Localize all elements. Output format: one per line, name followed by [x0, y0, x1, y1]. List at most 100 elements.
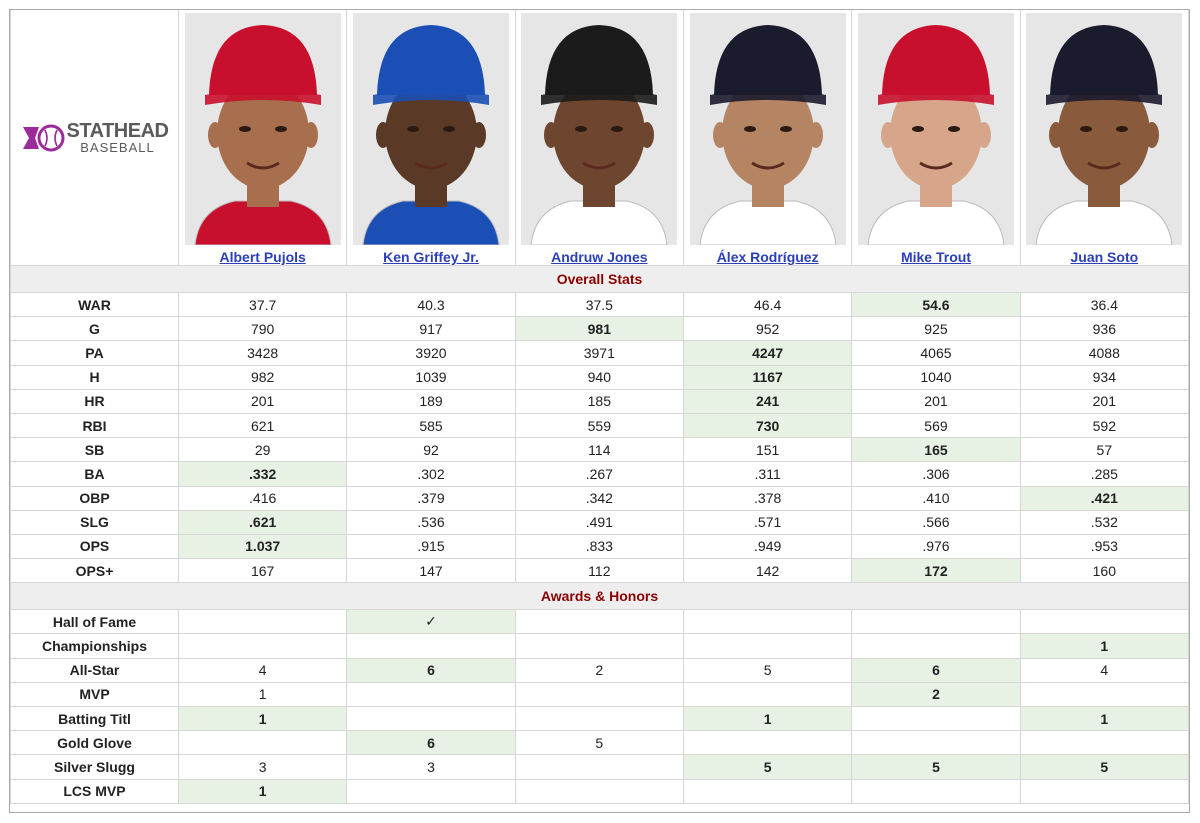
stat-label: PA — [10, 340, 179, 366]
stat-value: 185 — [514, 388, 684, 414]
comparison-frame: STATHEAD BASEBALL — [9, 9, 1190, 813]
stat-value: 6 — [346, 730, 516, 756]
stat-value: .332 — [177, 461, 348, 487]
stat-value: 114 — [514, 437, 684, 463]
stat-value: 1039 — [346, 364, 516, 390]
stat-value — [177, 633, 348, 659]
stat-value — [346, 633, 516, 659]
stat-value: 37.7 — [177, 291, 348, 318]
stat-value: 730 — [682, 412, 853, 439]
stat-value: .306 — [851, 461, 1021, 487]
stat-row: HR 201 189 185 241 201 201 — [10, 388, 1190, 414]
stat-value: 3 — [177, 754, 348, 780]
stat-row: OPS 1.037.915.833.949.976.953 — [10, 533, 1190, 560]
stat-value: 4 — [177, 657, 348, 683]
stat-value: 4065 — [851, 340, 1021, 366]
baseball-logo-icon — [22, 124, 65, 151]
stat-label: SB — [10, 437, 179, 463]
stat-value: 917 — [346, 316, 516, 342]
stat-label: OPS — [10, 533, 179, 560]
stat-value: 585 — [346, 412, 516, 439]
stat-value — [682, 681, 853, 708]
stat-value: 1 — [177, 705, 348, 732]
player-header-cell: Juan Soto — [1019, 10, 1190, 266]
stat-value: 592 — [1019, 412, 1190, 439]
stat-value — [1019, 730, 1190, 756]
stat-row: All-Star 4 6 2 5 6 4 — [10, 657, 1190, 683]
stat-value: 1040 — [851, 364, 1021, 390]
section-title: Overall Stats — [10, 265, 1189, 293]
stat-value: 46.4 — [682, 291, 853, 318]
stat-value: 3428 — [177, 340, 348, 366]
stat-value: .571 — [682, 509, 853, 535]
stat-label: Hall of Fame — [10, 609, 179, 635]
section-header-row: Awards & Honors — [10, 582, 1189, 611]
stat-label: Championships — [10, 633, 179, 659]
stat-label: All-Star — [10, 657, 179, 683]
player-name-link[interactable]: Juan Soto — [1070, 249, 1139, 265]
stat-label: Batting Titl — [10, 705, 179, 732]
stat-row: SLG .621.536.491.571.566.532 — [10, 509, 1190, 535]
stathead-logo[interactable]: STATHEAD BASEBALL — [11, 13, 178, 263]
stat-value: 6 — [346, 657, 516, 683]
player-photo[interactable] — [689, 13, 846, 245]
stat-value — [851, 705, 1021, 732]
stat-value: .976 — [851, 533, 1021, 560]
stat-value: .302 — [346, 461, 516, 487]
player-name-link[interactable]: Álex Rodríguez — [716, 249, 819, 265]
stat-value — [514, 705, 684, 732]
stat-row: PA 3428 3920 3971 4247 4065 4088 — [10, 340, 1190, 366]
stat-value: 569 — [851, 412, 1021, 439]
stat-value: .267 — [514, 461, 684, 487]
stat-value: .953 — [1019, 533, 1190, 560]
stat-value: 37.5 — [514, 291, 684, 318]
stat-label: OBP — [10, 485, 179, 511]
stat-value: 1167 — [682, 364, 853, 390]
stat-value: 151 — [682, 437, 853, 463]
stat-value: 5 — [682, 657, 853, 683]
stat-row: RBI 621 585 559 730 569 592 — [10, 412, 1190, 439]
player-comparison-table: STATHEAD BASEBALL — [10, 10, 1190, 804]
stat-value: 981 — [514, 316, 684, 342]
brand-name-bottom: BASEBALL — [80, 140, 155, 155]
stat-value — [177, 730, 348, 756]
stat-row: SB 29 92 114 151 165 57 — [10, 437, 1190, 463]
stat-row: WAR 37.7 40.3 37.5 46.4 54.6 36.4 — [10, 291, 1190, 318]
stat-value — [682, 609, 853, 635]
player-photo[interactable] — [1026, 13, 1183, 245]
player-photo[interactable] — [521, 13, 678, 245]
stat-label: BA — [10, 461, 179, 487]
player-name-link[interactable]: Andruw Jones — [551, 249, 648, 265]
stat-value: 5 — [514, 730, 684, 756]
player-name-link[interactable]: Albert Pujols — [219, 249, 306, 265]
stat-value: 4247 — [682, 340, 853, 366]
player-name-link[interactable]: Mike Trout — [900, 249, 971, 265]
stat-value — [514, 681, 684, 708]
stat-value: 167 — [177, 558, 348, 584]
player-photo[interactable] — [184, 13, 341, 245]
stat-value: .536 — [346, 509, 516, 535]
stat-value — [851, 730, 1021, 756]
stat-value: 160 — [1019, 558, 1190, 584]
player-photo[interactable] — [352, 13, 509, 245]
stat-value: 112 — [514, 558, 684, 584]
stat-value — [851, 609, 1021, 635]
stat-label: SLG — [10, 509, 179, 535]
stat-value — [682, 633, 853, 659]
player-photo[interactable] — [857, 13, 1014, 245]
stat-value — [1019, 681, 1190, 708]
player-name-link[interactable]: Ken Griffey Jr. — [383, 249, 479, 265]
stat-label: Silver Slugg — [10, 754, 179, 780]
stat-value: 3971 — [514, 340, 684, 366]
stat-value: ✓ — [346, 609, 516, 635]
stat-value — [1019, 609, 1190, 635]
stat-value: 934 — [1019, 364, 1190, 390]
stat-label: WAR — [10, 291, 179, 318]
section-title: Awards & Honors — [10, 582, 1189, 611]
stat-value: 3 — [346, 754, 516, 780]
stat-value: 201 — [177, 388, 348, 414]
stat-value: .379 — [346, 485, 516, 511]
stat-value: 5 — [851, 754, 1021, 780]
stat-value: 142 — [682, 558, 853, 584]
stat-label: G — [10, 316, 179, 342]
